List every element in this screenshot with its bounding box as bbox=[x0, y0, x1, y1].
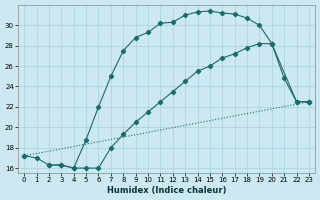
X-axis label: Humidex (Indice chaleur): Humidex (Indice chaleur) bbox=[107, 186, 226, 195]
